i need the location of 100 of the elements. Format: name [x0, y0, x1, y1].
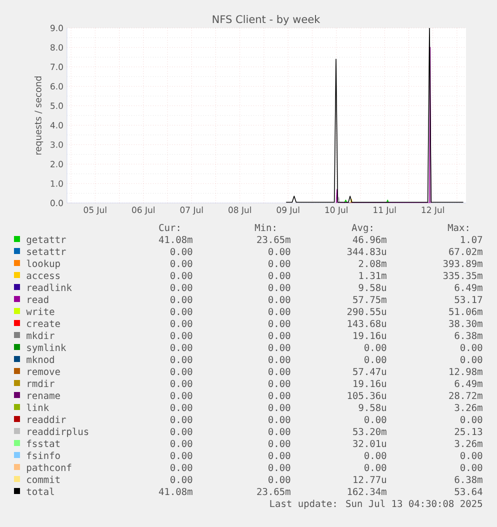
y-tick-label: 6.0 — [50, 83, 63, 90]
text: 0.00 — [364, 464, 386, 472]
text: 0.00 — [268, 260, 290, 268]
text: 0.00 — [170, 464, 192, 472]
text: Max: — [448, 224, 468, 232]
text: 0.00 — [268, 452, 290, 460]
text: 0.00 — [170, 476, 192, 484]
text: 41.08m — [158, 488, 192, 496]
text: 19.16u — [354, 380, 386, 388]
legend-label: access — [26, 274, 60, 280]
text: 0.00 — [170, 296, 192, 304]
text: 23.65m — [257, 488, 290, 496]
legend-label: readdir — [28, 416, 66, 424]
text: 57.75m — [353, 296, 386, 304]
y-tick-label: 8.0 — [50, 44, 63, 51]
text: 0.00 — [364, 452, 386, 460]
text: 12.98m — [450, 368, 482, 376]
x-tick-label: 10 Jul — [325, 206, 348, 215]
legend-label: read — [28, 296, 48, 304]
text: 393.89m — [443, 260, 482, 268]
text: 0.00 — [268, 320, 290, 328]
text: 0.00 — [170, 368, 192, 376]
text: 0.00 — [170, 308, 192, 316]
text: 105.36u — [348, 392, 386, 400]
text: 0.00 — [364, 356, 386, 364]
text: 0.00 — [268, 296, 290, 304]
text: 53.20m — [353, 428, 386, 436]
text: 0.00 — [268, 284, 290, 292]
legend-label: readdirplus — [28, 428, 88, 437]
text: 51.06m — [449, 308, 482, 316]
text: 0.00 — [170, 452, 192, 460]
y-tick-label: 0.0 — [50, 200, 63, 206]
text: 0.00 — [268, 380, 290, 388]
legend-label: total — [26, 488, 54, 496]
text: 0.00 — [268, 272, 290, 280]
text: Cur: — [159, 224, 180, 232]
x-tick-label: 11 Jul — [374, 206, 396, 215]
text: 0.00 — [268, 332, 290, 340]
text: 28.72m — [449, 392, 482, 400]
text: 0.00 — [170, 380, 192, 388]
text: 0.00 — [268, 464, 290, 472]
text: 6.49m — [454, 284, 482, 292]
text: 1.31m — [359, 272, 386, 280]
text: 19.16u — [354, 332, 386, 340]
text: 0.00 — [170, 404, 192, 412]
text: 0.00 — [268, 416, 290, 424]
text: 67.02m — [449, 248, 482, 256]
text: 0.00 — [170, 416, 192, 424]
legend-label: link — [26, 404, 49, 411]
text: 0.00 — [268, 368, 290, 376]
text: 0.00 — [170, 356, 192, 364]
x-tick-label: 09 Jul — [276, 206, 300, 215]
y-tick-label: 5.0 — [50, 102, 63, 109]
legend-label: getattr — [26, 236, 66, 246]
text: 6.38m — [454, 332, 482, 340]
text: 0.00 — [170, 344, 192, 352]
text: 32.01u — [353, 440, 386, 448]
text: 3.26m — [454, 440, 482, 448]
text: 12.77u — [354, 476, 386, 484]
text: 344.83u — [347, 248, 386, 256]
text: 0.00 — [170, 248, 192, 256]
text: 0.00 — [268, 404, 290, 412]
x-tick-label: 06 Jul — [132, 206, 154, 215]
text: 0.00 — [364, 416, 386, 424]
legend-label: lookup — [26, 260, 60, 269]
text: 0.00 — [268, 428, 290, 436]
text: 0.00 — [170, 428, 192, 436]
legend-label: rmdir — [28, 380, 54, 388]
text: 0.00 — [460, 464, 482, 472]
text: 0.00 — [170, 260, 192, 268]
text: 0.00 — [364, 344, 386, 352]
text: 290.55u — [347, 308, 386, 316]
y-tick-label: 7.0 — [50, 64, 63, 70]
text: 23.65m — [257, 236, 290, 244]
text: 6.38m — [454, 476, 482, 484]
text: 6.49m — [454, 380, 482, 388]
text: Min: — [254, 224, 276, 231]
legend-label: write — [26, 308, 54, 316]
text: 0.00 — [268, 356, 290, 364]
chart-title: NFS Client - by week — [212, 15, 320, 26]
text: 1.07 — [461, 236, 482, 244]
legend-label: rename — [28, 394, 60, 400]
text: 25.13 — [454, 428, 482, 436]
text: 0.00 — [460, 416, 482, 424]
text: 0.00 — [268, 308, 290, 316]
legend-label: fsstat — [27, 440, 60, 448]
text: 0.00 — [268, 344, 290, 352]
y-tick-label: 3.0 — [50, 141, 63, 148]
x-tick-label: 07 Jul — [180, 206, 203, 215]
text: 53.64 — [454, 488, 482, 496]
y-tick-label: 9.0 — [50, 24, 63, 32]
text: 9.58u — [358, 284, 386, 292]
legend-label: create — [27, 320, 60, 328]
legend-label: fsinfo — [27, 452, 60, 460]
x-tick-label: 08 Jul — [228, 206, 251, 215]
text: 0.00 — [170, 284, 192, 292]
y-tick-label: 2.0 — [50, 160, 63, 168]
text: Last update: Sun Jul 13 04:30:08 2025 — [270, 500, 482, 509]
text: 2.08m — [358, 260, 386, 268]
y-axis-title: requests / second — [34, 76, 44, 155]
